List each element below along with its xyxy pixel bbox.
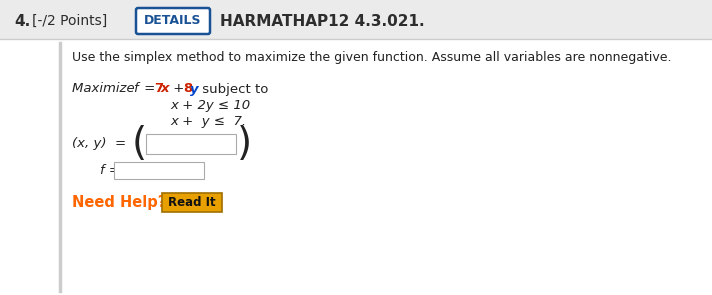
Text: y: y (190, 83, 199, 96)
Text: Maximize: Maximize (72, 83, 139, 96)
Text: x: x (161, 83, 169, 96)
Text: x +  y ≤  7.: x + y ≤ 7. (170, 114, 246, 127)
Text: Read It: Read It (168, 196, 216, 209)
FancyBboxPatch shape (146, 134, 236, 154)
Text: Use the simplex method to maximize the given function. Assume all variables are : Use the simplex method to maximize the g… (72, 50, 671, 63)
Text: f: f (133, 83, 137, 96)
Text: 4.: 4. (14, 14, 30, 29)
FancyBboxPatch shape (162, 193, 222, 212)
Text: HARMATHAP12 4.3.021.: HARMATHAP12 4.3.021. (220, 14, 424, 29)
Text: +: + (169, 83, 189, 96)
Text: Need Help?: Need Help? (72, 196, 167, 211)
FancyBboxPatch shape (0, 0, 712, 39)
Text: DETAILS: DETAILS (145, 14, 201, 27)
Text: 7: 7 (154, 83, 163, 96)
Text: [-/2 Points]: [-/2 Points] (32, 14, 108, 28)
Text: ): ) (237, 125, 252, 163)
Text: subject to: subject to (198, 83, 268, 96)
FancyBboxPatch shape (136, 8, 210, 34)
Text: 8: 8 (183, 83, 192, 96)
Text: (: ( (132, 125, 147, 163)
Text: x + 2y ≤ 10: x + 2y ≤ 10 (170, 99, 250, 112)
Text: =: = (140, 83, 159, 96)
Text: f =: f = (100, 165, 120, 178)
Text: (x, y)  =: (x, y) = (72, 137, 126, 150)
FancyBboxPatch shape (114, 162, 204, 179)
FancyBboxPatch shape (0, 39, 712, 295)
